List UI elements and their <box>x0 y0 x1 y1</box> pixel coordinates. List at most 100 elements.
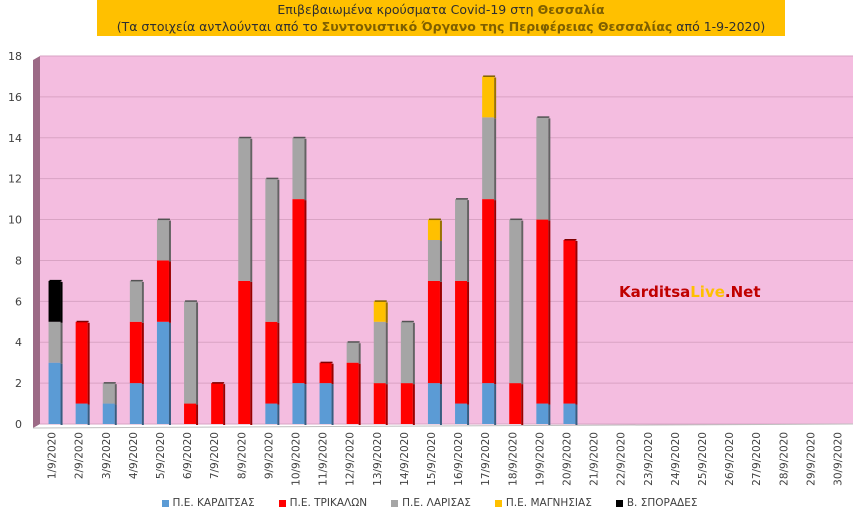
x-axis-line <box>32 423 854 429</box>
bar-segment <box>129 321 142 384</box>
bar-segment <box>129 280 142 322</box>
bar-segment-side <box>277 322 280 405</box>
bar-segment <box>427 240 440 281</box>
bar-segment-side <box>521 220 524 385</box>
bar-segment-side <box>521 384 524 425</box>
bar-segment-side <box>439 281 442 385</box>
y-tick-label: 0 <box>15 418 22 431</box>
bar-segment-side <box>87 322 90 405</box>
plot-area <box>40 56 853 424</box>
bar-segment <box>563 403 576 424</box>
bar-segment-side <box>60 322 63 364</box>
legend-label: Β. ΣΠΟΡΑΔΕΣ <box>626 497 698 509</box>
legend-swatch <box>278 499 286 507</box>
x-tick-label: 30/9/2020 <box>832 432 844 486</box>
bar-segment <box>427 280 440 384</box>
bar-segment <box>455 403 468 424</box>
x-tick-label: 10/9/2020 <box>290 432 302 486</box>
bar-segment-side <box>141 384 144 425</box>
bar-segment <box>265 321 278 404</box>
y-tick-label: 12 <box>8 173 22 186</box>
bar-segment <box>373 321 386 384</box>
legend-label: Π.Ε. ΜΑΓΝΗΣΙΑΣ <box>505 497 592 509</box>
bar-segment-side <box>277 179 280 323</box>
bar-segment-side <box>494 77 497 119</box>
x-tick-label: 7/9/2020 <box>209 432 221 479</box>
bar-segment-side <box>467 200 470 282</box>
bar-segment-side <box>168 261 171 323</box>
x-tick-label: 24/9/2020 <box>670 432 682 486</box>
watermark-part2: Live <box>690 283 725 301</box>
bar-segment <box>427 219 440 240</box>
bar-segment-side <box>439 241 442 282</box>
x-tick-label: 14/9/2020 <box>399 432 411 486</box>
x-tick-label: 2/9/2020 <box>74 432 86 479</box>
x-tick-label: 26/9/2020 <box>724 432 736 486</box>
plot-side-wall <box>33 56 40 428</box>
legend-item: Π.Ε. ΚΑΡΔΙΤΣΑΣ <box>161 497 255 509</box>
bar-top-face <box>347 341 360 343</box>
bar-top-face <box>537 116 550 118</box>
x-tick-label: 5/9/2020 <box>155 432 167 479</box>
bar-segment <box>292 199 305 384</box>
bar-segment <box>48 321 61 363</box>
bar-segment <box>292 137 305 200</box>
x-tick-label: 3/9/2020 <box>101 432 113 479</box>
bar-segment-side <box>467 404 470 425</box>
title-line2-bold: Συντονιστικό Όργανο της Περιφέρειας Θεσσ… <box>321 19 673 34</box>
bar-segment <box>211 383 224 424</box>
bar-segment-side <box>575 404 578 425</box>
bar-top-face <box>130 279 143 282</box>
watermark: KarditsaLive.Net <box>619 283 761 301</box>
bar-segment <box>238 280 251 424</box>
x-tick-label: 16/9/2020 <box>453 432 465 486</box>
y-tick-label: 16 <box>8 91 22 104</box>
bar-segment-side <box>548 118 551 221</box>
bar-top-face <box>157 218 170 221</box>
x-tick-label: 21/9/2020 <box>589 432 601 486</box>
bar-segment-side <box>168 220 171 262</box>
x-tick-label: 29/9/2020 <box>805 432 817 486</box>
x-tick-label: 17/9/2020 <box>480 432 492 486</box>
bar-segment-side <box>304 200 307 385</box>
y-tick-label: 10 <box>8 214 22 227</box>
bar-segment-side <box>250 138 253 282</box>
bar-segment <box>156 219 169 261</box>
bar-segment-side <box>467 281 470 405</box>
bar-segment <box>509 219 522 384</box>
bar-segment-side <box>60 281 63 323</box>
bar-segment-side <box>141 322 144 385</box>
x-tick-label: 11/9/2020 <box>318 432 330 486</box>
bar-segment-side <box>114 404 117 425</box>
bar-segment <box>319 362 332 384</box>
bar-segment <box>536 219 549 404</box>
x-tick-label: 19/9/2020 <box>534 432 546 486</box>
bar-segment <box>184 301 197 404</box>
bar-segment-side <box>60 363 63 425</box>
bar-segment-side <box>494 384 497 425</box>
bar-top-face <box>239 136 252 139</box>
bar-segment-side <box>494 118 497 201</box>
bar-segment-side <box>412 384 415 425</box>
bar-top-face <box>320 361 333 364</box>
bar-segment <box>400 383 413 424</box>
bar-segment <box>75 321 88 404</box>
bar-segment-side <box>439 384 442 425</box>
bar-segment-side <box>358 363 361 425</box>
watermark-part1: Karditsa <box>619 283 691 301</box>
bar-segment <box>265 178 278 322</box>
bar-segment <box>75 403 88 424</box>
y-tick-label: 2 <box>15 377 22 390</box>
x-tick-label: 25/9/2020 <box>697 432 709 486</box>
bar-segment <box>482 383 495 424</box>
x-tick-label: 8/9/2020 <box>236 432 248 479</box>
bar-segment-side <box>575 241 578 405</box>
bar-top-face <box>76 320 89 323</box>
bar-segment <box>563 240 576 404</box>
bar-segment <box>346 362 359 424</box>
bar-top-face <box>401 320 414 323</box>
bar-segment-side <box>494 200 497 385</box>
bar-segment-side <box>250 281 253 425</box>
legend-label: Π.Ε. ΚΑΡΔΙΤΣΑΣ <box>172 497 255 509</box>
bar-segment-side <box>439 220 442 241</box>
